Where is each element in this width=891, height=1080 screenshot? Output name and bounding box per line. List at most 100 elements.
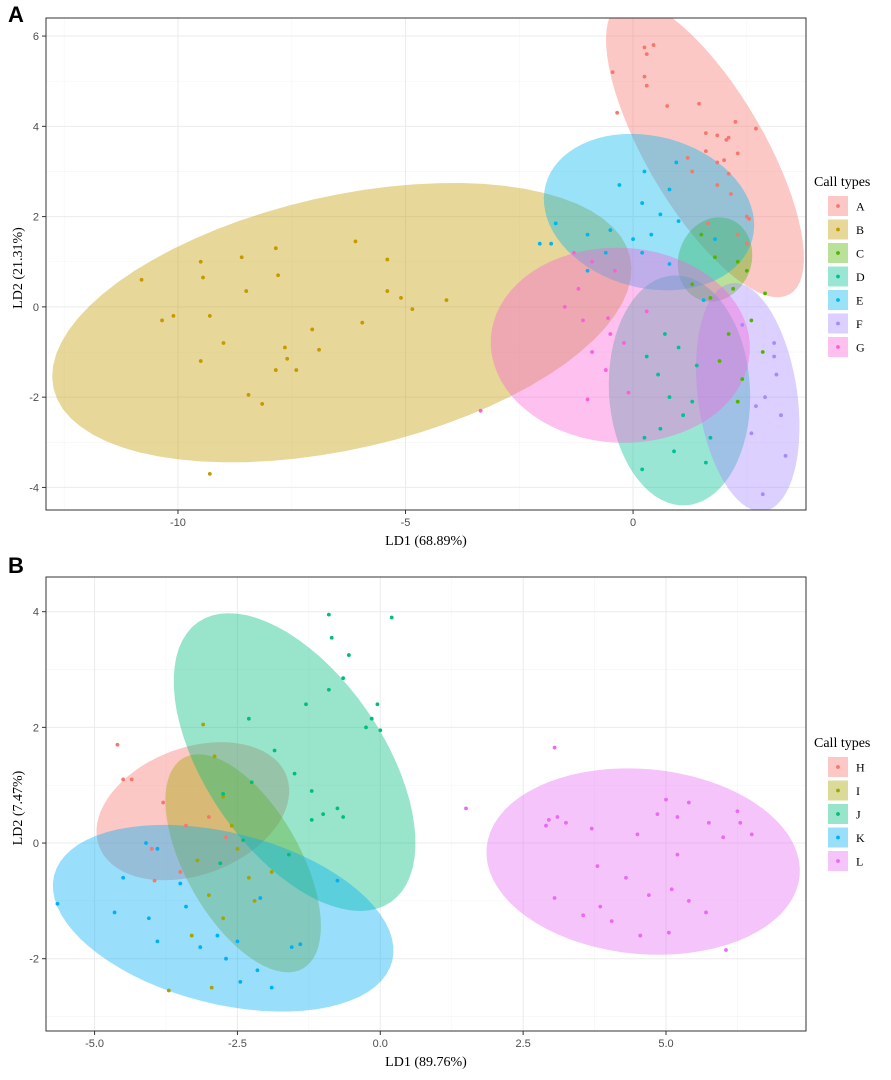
point-i <box>189 933 194 938</box>
legend-label: A <box>856 200 865 214</box>
point-k <box>255 968 260 973</box>
point-l <box>724 948 728 952</box>
point-l <box>595 864 600 869</box>
point-c <box>740 377 745 382</box>
point-k <box>269 985 274 990</box>
point-b <box>160 318 164 323</box>
point-e <box>640 250 645 255</box>
point-b <box>310 327 315 332</box>
point-c <box>760 350 765 354</box>
point-b <box>260 402 265 406</box>
point-g <box>581 318 585 323</box>
ellipse-g <box>490 247 750 443</box>
point-b <box>273 246 278 251</box>
point-i <box>221 916 226 921</box>
point-i <box>166 988 171 993</box>
point-k <box>215 933 220 938</box>
point-b <box>385 289 390 293</box>
legend-item-g: G <box>828 337 865 357</box>
point-g <box>572 250 576 255</box>
point-h <box>178 870 183 874</box>
point-d <box>676 345 681 350</box>
legend-key-point <box>836 765 840 769</box>
point-b <box>294 368 299 372</box>
ellipse-f <box>696 283 800 510</box>
point-d <box>663 332 667 336</box>
point-l <box>552 745 557 750</box>
point-l <box>464 806 468 811</box>
point-k <box>198 945 203 950</box>
point-j <box>378 728 383 733</box>
point-f <box>783 453 788 458</box>
point-f <box>760 492 765 497</box>
point-e <box>667 262 672 266</box>
legend-item-f: F <box>828 313 863 334</box>
point-a <box>729 192 733 196</box>
point-b <box>317 347 321 352</box>
y-tick-label: -2 <box>29 392 39 404</box>
point-c <box>726 332 731 336</box>
point-e <box>585 268 590 273</box>
point-j <box>375 702 380 707</box>
y-tick-label: -2 <box>29 954 39 966</box>
point-a <box>735 232 740 237</box>
point-j <box>218 861 223 866</box>
point-k <box>155 939 160 944</box>
point-k <box>178 881 183 886</box>
point-l <box>589 826 594 831</box>
point-g <box>612 268 617 273</box>
data-layer <box>52 612 800 1012</box>
point-b <box>139 277 144 282</box>
axes: -10 -5 0 -4 -2 0 2 4 6 <box>29 31 636 529</box>
point-l <box>666 930 671 935</box>
legend-label: J <box>856 808 861 822</box>
point-l <box>638 933 643 938</box>
point-g <box>606 316 610 321</box>
point-c <box>735 399 740 404</box>
point-c <box>699 232 704 237</box>
legend-label: K <box>856 831 865 845</box>
point-l <box>738 820 743 825</box>
point-i <box>206 893 211 897</box>
legend-key-point <box>836 204 840 208</box>
x-tick-label: 5.0 <box>658 1038 673 1050</box>
legend-key-point <box>836 251 840 255</box>
point-f <box>763 395 767 400</box>
legend-label: B <box>856 223 864 237</box>
legend-title: Call types <box>814 175 870 190</box>
point-j <box>309 818 314 822</box>
point-e <box>537 241 542 246</box>
point-e <box>701 298 706 303</box>
point-k <box>112 910 117 915</box>
point-e <box>631 237 635 242</box>
point-c <box>735 259 740 264</box>
legend-item-d: D <box>828 266 865 287</box>
legend-item-e: E <box>828 290 863 310</box>
point-b <box>201 275 205 280</box>
point-f <box>740 323 745 327</box>
x-tick-label: 0.0 <box>373 1038 388 1050</box>
point-a <box>733 119 738 124</box>
point-j <box>326 612 331 617</box>
point-b <box>283 345 287 350</box>
point-i <box>246 875 251 880</box>
point-j <box>341 815 346 819</box>
point-b <box>207 471 212 476</box>
point-l <box>675 815 680 819</box>
data-layer <box>52 18 804 510</box>
point-i <box>209 985 214 990</box>
point-i <box>221 794 226 799</box>
y-tick-label: -4 <box>29 482 39 494</box>
legend-key-point <box>836 812 840 816</box>
point-c <box>713 255 717 260</box>
point-j <box>329 635 334 640</box>
point-i <box>201 722 206 727</box>
point-d <box>656 372 660 377</box>
legend-label: D <box>856 270 865 284</box>
point-f <box>779 413 783 418</box>
plot-background <box>46 577 806 1031</box>
point-l <box>624 875 628 880</box>
point-a <box>642 45 647 50</box>
point-j <box>389 615 394 620</box>
point-a <box>642 74 647 79</box>
